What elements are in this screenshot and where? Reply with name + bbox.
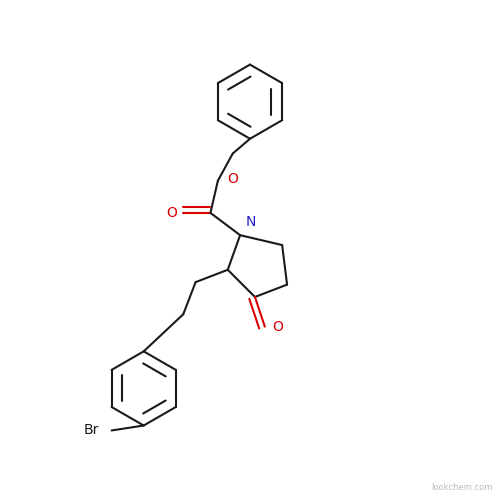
Text: O: O <box>166 206 177 220</box>
Text: O: O <box>272 320 283 334</box>
Text: N: N <box>246 215 256 229</box>
Text: O: O <box>227 172 237 186</box>
Text: Br: Br <box>84 424 99 438</box>
Text: lookchem.com: lookchem.com <box>431 484 492 492</box>
